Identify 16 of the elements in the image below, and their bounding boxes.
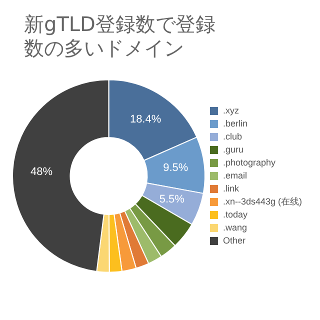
data-label: 48% (30, 166, 53, 178)
legend-label: Other (222, 235, 246, 246)
legend-label: .link (222, 183, 240, 194)
chart-title: 新gTLD登録数で登録数の多いドメイン (23, 11, 216, 60)
legend-label: .photography (222, 157, 276, 168)
legend-label: .berlin (222, 118, 248, 128)
data-label: 5.5% (159, 193, 185, 206)
legend-label: .email (222, 170, 247, 180)
legend-label: .wang (222, 222, 248, 232)
legend-label: .club (222, 131, 242, 142)
data-label: 9.5% (163, 162, 188, 174)
legend-label: .guru (222, 144, 244, 154)
data-label: 18.4% (130, 114, 162, 126)
legend-label: .xn--3ds443g (在线) (222, 196, 302, 206)
legend-label: .today (222, 209, 248, 220)
legend-label: .xyz (222, 105, 240, 116)
